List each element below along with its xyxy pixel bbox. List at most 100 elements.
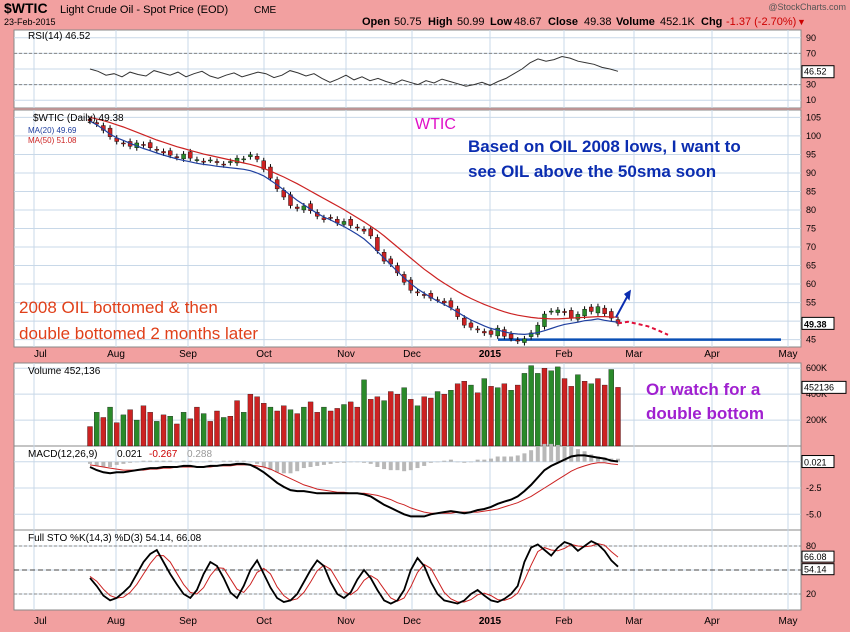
stochastic-k-box bbox=[801, 563, 835, 576]
macd-histogram-bar bbox=[542, 443, 547, 462]
volume-label: Volume bbox=[616, 16, 655, 28]
macd-histogram-bar bbox=[462, 461, 467, 463]
volume-bar bbox=[200, 413, 207, 447]
ma20-legend: MA(20) 49.69 bbox=[28, 126, 77, 135]
macd-histogram-bar bbox=[368, 461, 373, 464]
price-candle bbox=[214, 161, 220, 163]
y-tick-label: 80 bbox=[806, 541, 816, 551]
macd-histogram-bar bbox=[495, 456, 500, 462]
macd-histogram-bar bbox=[442, 460, 447, 462]
volume-bar bbox=[354, 406, 360, 447]
price-candle bbox=[602, 307, 607, 314]
y-tick-label: 10 bbox=[806, 95, 816, 105]
price-candle bbox=[508, 333, 514, 339]
macd-histogram-bar bbox=[194, 461, 199, 463]
macd-histogram-bar bbox=[475, 459, 480, 462]
stochastic-k-label: 54.14 bbox=[804, 565, 827, 575]
macd-legend: MACD(12,26,9) bbox=[28, 449, 97, 460]
macd-histogram-bar bbox=[148, 460, 153, 462]
volume-bar bbox=[408, 399, 414, 447]
x-axis-label: Sep bbox=[179, 349, 197, 360]
volume-value-label: 452136 bbox=[804, 382, 834, 392]
macd-histogram-bar bbox=[101, 461, 106, 467]
price-candle bbox=[548, 310, 554, 313]
macd-histogram-bar bbox=[108, 461, 113, 467]
macd-histogram-bar bbox=[241, 460, 246, 462]
volume-value-box bbox=[801, 380, 847, 394]
macd-histogram-bar bbox=[448, 459, 453, 462]
macd-histogram-bar bbox=[134, 461, 139, 463]
price-candle bbox=[609, 311, 614, 319]
price-candle bbox=[328, 217, 333, 219]
y-tick-label: 20 bbox=[806, 589, 816, 599]
wtic-label: WTIC bbox=[415, 116, 456, 133]
x-axis-label: Aug bbox=[107, 616, 125, 627]
macd-histogram-bar bbox=[235, 460, 240, 462]
volume-bar bbox=[87, 426, 93, 447]
macd-histogram-bar bbox=[382, 461, 387, 470]
price-candle bbox=[194, 159, 200, 161]
x-axis-label: 2015 bbox=[479, 616, 502, 627]
volume-bar bbox=[94, 412, 100, 447]
price-candle bbox=[294, 206, 300, 209]
x-axis-label: Oct bbox=[256, 349, 272, 360]
macd-histogram-bar bbox=[328, 461, 333, 464]
volume-bar bbox=[234, 400, 240, 447]
stochastic-k-line bbox=[89, 540, 619, 605]
price-candle bbox=[301, 205, 307, 211]
macd-histogram-bar bbox=[355, 461, 360, 463]
volume-bar bbox=[608, 369, 614, 447]
macd-histogram-bar bbox=[388, 461, 393, 471]
volume-bar bbox=[254, 396, 260, 447]
y-tick-label: 30 bbox=[806, 80, 816, 90]
volume-bar bbox=[160, 414, 167, 447]
macd-histogram-bar bbox=[468, 461, 473, 463]
volume-bar bbox=[274, 410, 280, 447]
watch-double-bottom-note-line2: double bottom bbox=[646, 404, 764, 423]
volume-bar bbox=[468, 384, 474, 447]
macd-histogram-bar bbox=[395, 461, 400, 471]
macd-histogram-bar bbox=[555, 444, 560, 462]
volume-bar bbox=[555, 366, 561, 447]
price-candle bbox=[161, 151, 166, 154]
volume-bar bbox=[294, 413, 300, 447]
menu-triangle-icon[interactable]: ▼ bbox=[797, 17, 806, 27]
y-tick-label: 55 bbox=[806, 298, 816, 308]
price-candle bbox=[248, 154, 253, 157]
macd-value: 0.021 bbox=[117, 449, 142, 460]
price-candle bbox=[442, 300, 447, 304]
price-legend: $WTIC (Daily) 49.38 bbox=[33, 113, 124, 124]
volume-bar bbox=[601, 384, 608, 447]
macd-histogram-bar bbox=[201, 461, 206, 463]
volume-bar bbox=[568, 386, 574, 447]
stochastic-d-box bbox=[801, 550, 835, 563]
price-candle bbox=[221, 163, 226, 166]
exchange: CME bbox=[254, 5, 277, 16]
macd-histogram-bar bbox=[482, 459, 487, 462]
price-candle bbox=[254, 156, 260, 160]
price-candle bbox=[575, 314, 581, 320]
macd-histogram-bar bbox=[562, 446, 567, 462]
double-bottom-2008-note-line1: 2008 OIL bottomed & then bbox=[19, 298, 218, 317]
macd-histogram-bar bbox=[582, 451, 587, 462]
macd-histogram-bar bbox=[255, 461, 260, 464]
volume-bar bbox=[474, 392, 481, 447]
x-axis-label: Jul bbox=[34, 616, 47, 627]
price-candle bbox=[569, 310, 574, 318]
volume-bar bbox=[341, 404, 347, 447]
y-tick-label: 85 bbox=[806, 186, 816, 196]
volume-bar bbox=[227, 416, 234, 447]
price-candle bbox=[228, 161, 233, 163]
x-axis-label: Apr bbox=[704, 349, 720, 360]
volume-bar bbox=[448, 390, 454, 447]
volume-bar bbox=[461, 381, 467, 447]
rsi-value-box bbox=[801, 65, 835, 79]
macd-histogram-bar bbox=[522, 453, 527, 462]
price-candle bbox=[595, 306, 601, 314]
volume-bar bbox=[454, 383, 461, 447]
volume-bar bbox=[488, 386, 494, 447]
volume-bar bbox=[528, 365, 534, 447]
macd-histogram-bar bbox=[489, 458, 494, 462]
macd-histogram-bar bbox=[408, 461, 413, 471]
volume-bar bbox=[127, 409, 133, 447]
